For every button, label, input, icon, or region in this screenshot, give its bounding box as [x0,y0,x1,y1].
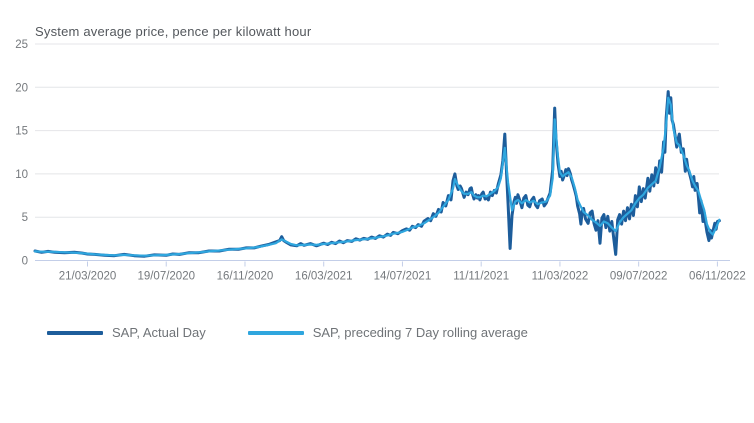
x-tick-label: 06/11/2022 [689,271,746,283]
x-tick-label: 16/11/2020 [217,271,274,283]
line-chart-plot-area: 0 5 10 15 20 25 21/03/2020 19/07/2020 16/11/2020… [15,39,746,283]
y-tick-label-0: 0 [22,256,28,268]
x-tick-label: 21/03/2020 [59,271,117,283]
y-tick-label-5: 5 [22,212,28,224]
y-tick-label-25: 25 [15,39,28,51]
x-tick-label: 14/07/2021 [374,271,432,283]
y-tick-label-20: 20 [15,82,28,94]
series-line-rolling [33,96,721,257]
legend-swatch-rolling-average-icon [247,330,304,335]
x-tick-label: 19/07/2020 [137,271,195,283]
chart-title: System average price, pence per kilowatt… [35,24,312,39]
legend-swatch-actual-day-icon [47,330,103,335]
legend: SAP, Actual Day SAP, preceding 7 Day rol… [47,325,528,340]
x-tick-label: 09/07/2022 [610,271,668,283]
x-tick-label: 11/03/2022 [532,271,589,283]
legend-item-rolling-average[interactable]: SAP, preceding 7 Day rolling average [247,325,528,340]
x-tick-label: 11/11/2021 [453,271,509,283]
legend-label-actual-day: SAP, Actual Day [112,325,206,340]
y-tick-label-15: 15 [15,126,28,138]
x-tick-label: 16/03/2021 [295,271,353,283]
legend-item-actual-day[interactable]: SAP, Actual Day [47,325,206,340]
legend-label-rolling-average: SAP, preceding 7 Day rolling average [312,325,528,340]
y-tick-label-10: 10 [15,169,28,181]
